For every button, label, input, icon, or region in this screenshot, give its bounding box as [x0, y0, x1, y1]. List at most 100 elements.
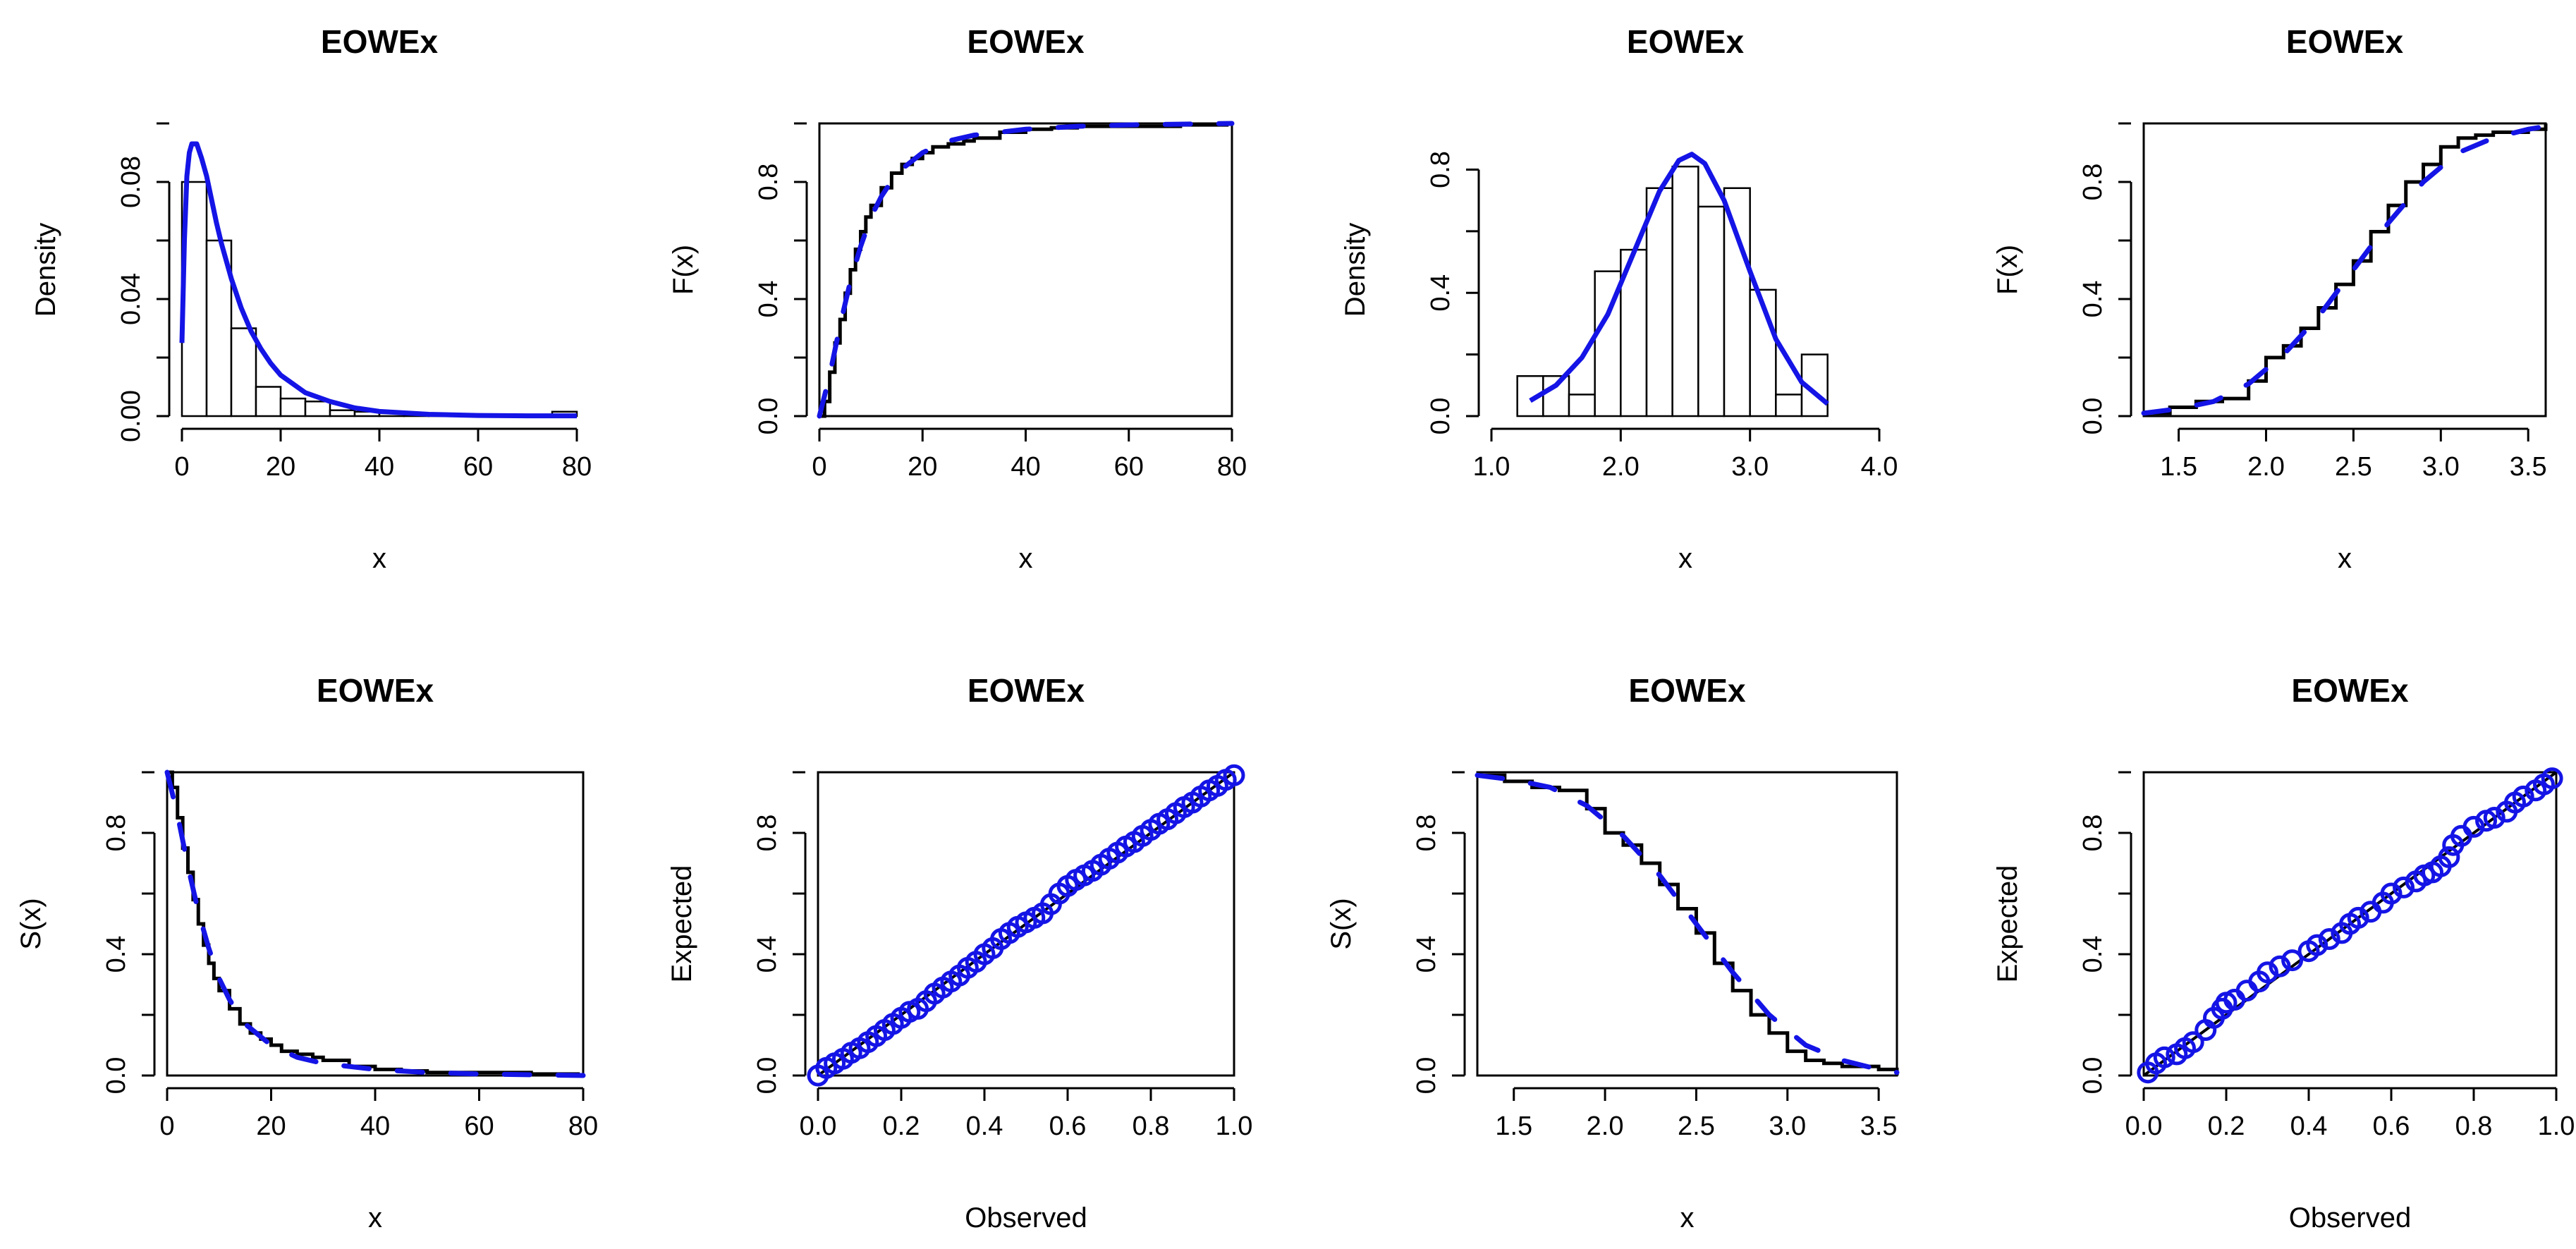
histogram-bar	[1697, 205, 1726, 418]
plot-title: EOWEx	[317, 672, 434, 709]
x-tick-label: 40	[365, 452, 394, 482]
y-axis-label: Expected	[666, 865, 697, 983]
y-axis-label: F(x)	[1992, 245, 2023, 295]
x-tick-label: 2.5	[1678, 1111, 1715, 1141]
histogram-bar	[1723, 187, 1751, 418]
pp-point	[2512, 785, 2534, 808]
x-axis-label: Observed	[965, 1202, 1087, 1233]
plot-box	[1476, 771, 1898, 1077]
x-tick-label: 1.5	[1495, 1111, 1532, 1141]
y-tick-label: 0.8	[1412, 815, 1441, 852]
x-tick-label: 3.5	[1860, 1111, 1898, 1141]
plot-box	[818, 122, 1233, 418]
fitted-curve	[1475, 772, 1900, 1076]
plot-panel-1: EOWEx x Density 0 20 40 60 80 0.00 0.04 0.08	[30, 23, 592, 574]
pp-point	[2380, 882, 2403, 905]
y-axis-label: S(x)	[1326, 898, 1357, 949]
y-tick-label: 0.8	[2078, 164, 2108, 201]
x-tick-label: 3.0	[2422, 452, 2460, 482]
pp-point	[1223, 764, 1245, 786]
plot-panel-6: EOWEx Observed Expected 0.0 0.2 0.4 0.6 0.8 1.0 0…	[666, 672, 1252, 1233]
x-tick-label: 2.0	[1587, 1111, 1624, 1141]
x-tick-label: 40	[1011, 452, 1040, 482]
histogram-bar	[1568, 394, 1596, 418]
x-tick-label: 0.4	[2290, 1111, 2328, 1141]
plot-panel-7: EOWEx x S(x) 1.5 2.0 2.5 3.0 3.5 0.0 0.4 0.8	[1326, 672, 1900, 1233]
x-tick-label: 2.0	[1602, 452, 1640, 482]
x-tick-label: 0.8	[1133, 1111, 1170, 1141]
y-tick-label: 0.8	[2078, 815, 2108, 852]
y-tick-label: 0.0	[752, 1057, 782, 1095]
pp-point	[2347, 906, 2369, 929]
histogram-bar	[1671, 165, 1699, 418]
plot-panel-2: EOWEx x F(x) 0 20 40 60 80 0.0 0.4 0.8	[668, 23, 1247, 574]
y-tick-label: 0.8	[102, 815, 131, 852]
x-tick-label: 40	[360, 1111, 390, 1141]
x-tick-label: 2.5	[2335, 452, 2372, 482]
histogram-bar	[255, 386, 282, 418]
x-axis-label: x	[1680, 1202, 1695, 1233]
x-tick-label: 80	[568, 1111, 598, 1141]
y-tick-label: 0.4	[754, 281, 783, 318]
x-tick-label: 0	[812, 452, 826, 482]
histogram-bar	[304, 401, 331, 418]
x-axis-label: Observed	[2289, 1202, 2411, 1233]
y-tick-label: 0.08	[116, 156, 146, 208]
x-tick-label: 0.6	[2373, 1111, 2410, 1141]
x-tick-label: 60	[464, 1111, 494, 1141]
y-tick-label: 0.0	[2078, 1057, 2108, 1095]
plot-title: EOWEx	[2286, 23, 2404, 60]
x-tick-label: 80	[1217, 452, 1247, 482]
y-axis-label: Density	[1340, 223, 1371, 317]
x-tick-label: 80	[562, 452, 592, 482]
y-axis-label: S(x)	[16, 898, 47, 949]
x-tick-label: 20	[266, 452, 295, 482]
x-tick-label: 3.0	[1769, 1111, 1806, 1141]
x-tick-label: 0	[159, 1111, 174, 1141]
pp-point	[2269, 955, 2291, 977]
plot-box	[2142, 122, 2547, 418]
pp-point	[2257, 961, 2278, 984]
y-tick-label: 0.0	[2078, 398, 2108, 435]
x-tick-label: 0.2	[883, 1111, 920, 1141]
x-tick-label: 1.0	[2538, 1111, 2575, 1141]
fitted-curve	[817, 121, 1235, 419]
plot-title: EOWEx	[967, 672, 1085, 709]
plot-panel-5: EOWEx x S(x) 0 20 40 60 80 0.0 0.4 0.8	[16, 672, 598, 1233]
y-tick-label: 0.4	[102, 936, 131, 973]
pp-point	[2438, 846, 2460, 868]
histogram-bar	[1775, 394, 1803, 418]
pp-point	[2318, 928, 2340, 950]
pp-point	[2393, 876, 2415, 898]
x-tick-label: 1.5	[2160, 452, 2197, 482]
plot-panel-8: EOWEx Observed Expected 0.0 0.2 0.4 0.6 0.8 1.0 0…	[1992, 672, 2575, 1233]
x-tick-label: 0.6	[1049, 1111, 1087, 1141]
y-tick-label: 0.0	[102, 1057, 131, 1095]
y-tick-label: 0.8	[754, 164, 783, 201]
y-tick-label: 0.0	[1426, 398, 1455, 435]
x-axis-label: x	[368, 1202, 382, 1233]
y-axis-label: Density	[30, 223, 61, 317]
plot-box	[817, 771, 1235, 1077]
y-axis-label: F(x)	[668, 245, 699, 295]
plot-title: EOWEx	[2291, 672, 2409, 709]
y-tick-label: 0.4	[2078, 936, 2108, 973]
plot-panel-3: EOWEx x Density 1.0 2.0 3.0 4.0 0.0 0.4 0.8	[1340, 23, 1898, 574]
x-tick-label: 60	[1114, 452, 1144, 482]
x-axis-label: x	[1678, 543, 1692, 574]
x-tick-label: 0.2	[2208, 1111, 2245, 1141]
plot-title: EOWEx	[1627, 23, 1745, 60]
y-tick-label: 0.4	[2078, 281, 2108, 318]
x-tick-label: 0.8	[2455, 1111, 2493, 1141]
density-curve	[1529, 152, 1829, 406]
x-axis-label: x	[2338, 543, 2352, 574]
y-tick-label: 0.4	[752, 936, 782, 973]
plot-title: EOWEx	[967, 23, 1085, 60]
y-tick-label: 0.8	[752, 815, 782, 852]
pp-point	[2541, 767, 2563, 790]
y-tick-label: 0.8	[1426, 151, 1455, 188]
x-tick-label: 20	[256, 1111, 286, 1141]
x-tick-label: 0.4	[966, 1111, 1003, 1141]
x-tick-label: 3.0	[1731, 452, 1769, 482]
pp-point	[2153, 1046, 2175, 1068]
